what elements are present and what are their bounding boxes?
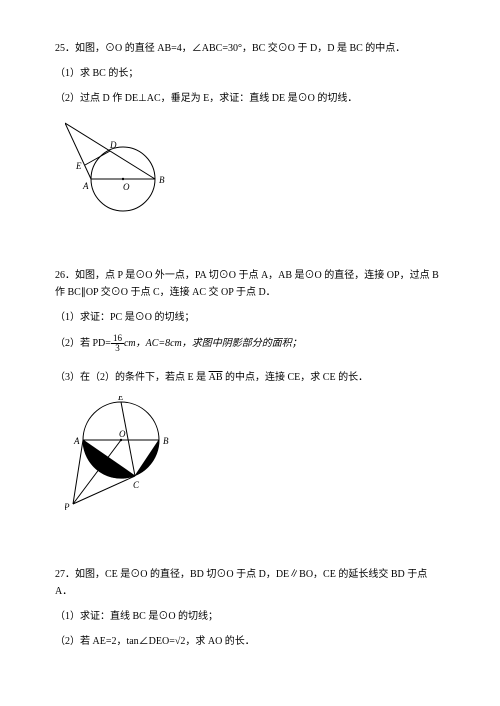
svg-text:C: C — [133, 480, 140, 490]
svg-text:O: O — [119, 429, 126, 439]
problem-27-sub1: （1）求证：直线 BC 是⊙O 的切线； — [55, 608, 445, 625]
problem-number: 27 — [55, 569, 65, 580]
problem-27-main: 27．如图，CE 是⊙O 的直径，BD 切⊙O 于点 D，DE∥BO，CE 的延… — [55, 566, 445, 600]
svg-text:P: P — [65, 502, 70, 512]
problem-25-main: 25．如图，⊙O 的直径 AB=4，∠ABC=30°，BC 交⊙O 于 D，D … — [55, 40, 445, 57]
svg-text:D: D — [105, 461, 113, 471]
svg-text:D: D — [109, 140, 117, 150]
fraction-16-3: 163 — [111, 334, 124, 353]
problem-number: 26 — [55, 270, 65, 281]
figure-26: A B O E C D P — [65, 396, 445, 516]
problem-26-main: 26．如图，点 P 是⊙O 外一点，PA 切⊙O 于点 A，AB 是⊙O 的直径… — [55, 267, 445, 301]
problem-number: 25 — [55, 43, 65, 54]
problem-25-sub1: （1）求 BC 的长； — [55, 65, 445, 82]
svg-text:E: E — [75, 161, 82, 171]
problem-27-sub2: （2）若 AE=2，tan∠DEO=√2，求 AO 的长． — [55, 633, 445, 650]
problem-26-sub2: （2）若 PD=163cm，AC=8cm，求图中阴影部分的面积； — [55, 334, 445, 353]
problem-26-sub3: （3）在（2）的条件下，若点 E 是 AB 的中点，连接 CE，求 CE 的长． — [55, 369, 445, 386]
svg-text:B: B — [163, 436, 169, 446]
svg-text:B: B — [159, 175, 165, 185]
svg-text:A: A — [82, 181, 89, 191]
problem-26-sub1: （1）求证：PC 是⊙O 的切线； — [55, 309, 445, 326]
svg-text:O: O — [123, 182, 130, 192]
svg-text:E: E — [117, 396, 124, 402]
svg-text:A: A — [73, 436, 80, 446]
figure-25: ABOCDE — [65, 117, 445, 217]
problem-25-sub2: （2）过点 D 作 DE⊥AC，垂足为 E，求证：直线 DE 是⊙O 的切线． — [55, 90, 445, 107]
